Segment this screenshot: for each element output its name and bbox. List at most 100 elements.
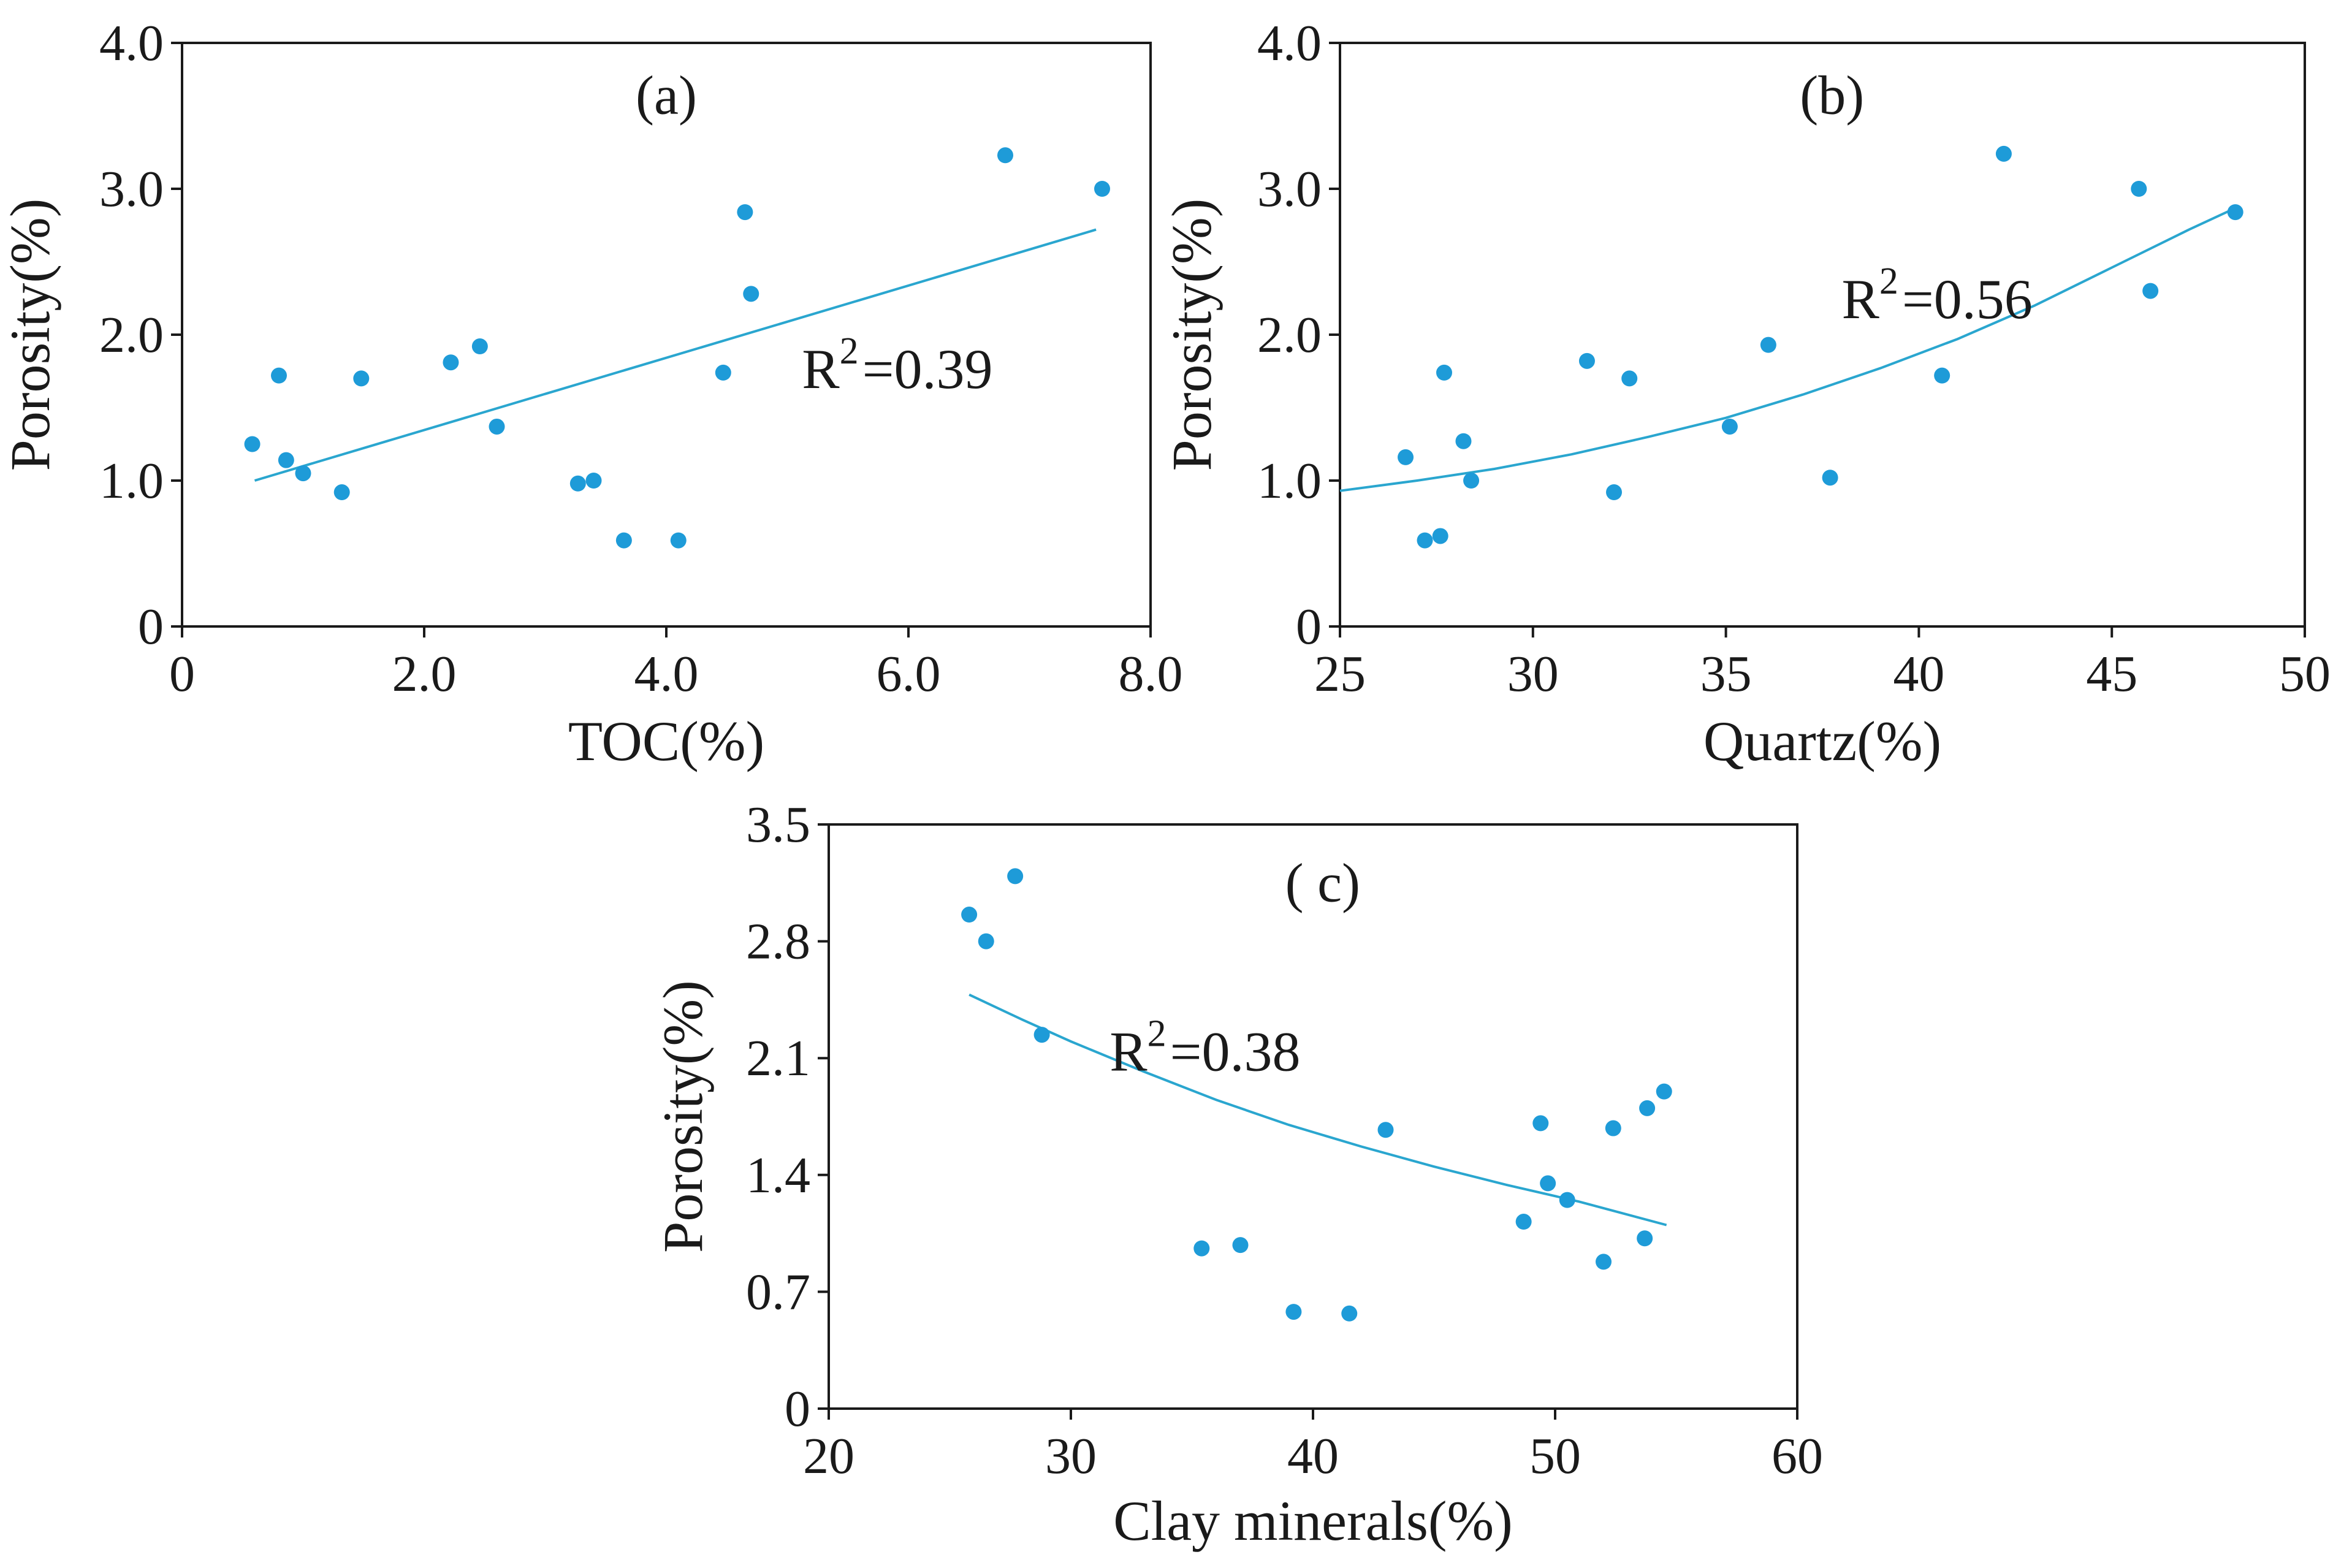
data-point — [1596, 1254, 1612, 1270]
data-point — [1432, 528, 1448, 544]
x-axis-title: Quartz(%) — [1703, 710, 1941, 772]
data-point — [1007, 868, 1024, 885]
y-tick-label: 4.0 — [99, 15, 164, 72]
data-point — [1605, 1120, 1621, 1136]
panel-label: (b) — [1800, 66, 1864, 126]
y-axis-title: Porosity(%) — [1160, 199, 1223, 471]
trend-line — [1339, 205, 2240, 492]
panel-label: ( c) — [1285, 853, 1360, 913]
trend-line — [254, 228, 1097, 482]
y-tick-label: 3.0 — [1257, 161, 1322, 218]
data-point — [2227, 204, 2244, 221]
r-symbol: R — [1841, 268, 1879, 330]
data-point — [1606, 484, 1623, 501]
y-tick-label: 1.4 — [746, 1147, 810, 1204]
data-point — [1559, 1192, 1575, 1208]
data-point — [1760, 337, 1776, 353]
data-point — [1341, 1305, 1358, 1322]
y-tick-label: 2.0 — [99, 306, 164, 363]
data-point — [978, 933, 994, 950]
x-tick-label: 2.0 — [392, 645, 457, 702]
data-point — [670, 532, 687, 549]
r-squared-label: R2=0.56 — [1841, 261, 2032, 330]
data-point — [244, 436, 261, 452]
data-point — [2142, 283, 2159, 299]
x-tick-label: 20 — [803, 1428, 854, 1485]
x-tick-label: 6.0 — [877, 645, 941, 702]
x-tick-label: 50 — [1529, 1428, 1581, 1485]
r-superscript: 2 — [1147, 1013, 1166, 1055]
data-point — [1417, 532, 1433, 549]
data-point — [1285, 1304, 1302, 1320]
x-tick-label: 30 — [1045, 1428, 1097, 1485]
x-tick-label: 35 — [1700, 645, 1752, 702]
data-point — [1721, 418, 1738, 435]
x-tick-label: 0 — [169, 645, 195, 702]
data-point — [743, 286, 759, 302]
r-value: =0.39 — [862, 338, 993, 400]
data-point — [1637, 1230, 1653, 1247]
data-point — [961, 907, 978, 923]
panel-a: 0 2.0 4.0 6.0 8.0 0 1.0 2.0 3.0 4.0 TOC(%) Porosity… — [0, 15, 1183, 772]
data-point — [1656, 1083, 1672, 1100]
data-point — [615, 532, 632, 549]
data-point — [1578, 352, 1595, 369]
data-point — [585, 473, 602, 489]
r-squared-label: R2=0.38 — [1109, 1013, 1300, 1083]
data-point — [997, 147, 1013, 164]
x-tick-label: 8.0 — [1119, 645, 1183, 702]
y-tick-label: 0.7 — [746, 1263, 810, 1320]
x-tick-label: 30 — [1507, 645, 1559, 702]
plot-frame — [181, 42, 1152, 628]
r-value: =0.38 — [1170, 1021, 1301, 1083]
y-tick-label: 0 — [785, 1380, 810, 1437]
data-point — [353, 370, 370, 387]
data-point — [1934, 367, 1950, 384]
data-point — [1193, 1240, 1210, 1257]
r-value: =0.56 — [1902, 268, 2033, 330]
y-tick-label: 2.0 — [1257, 306, 1322, 363]
x-tick-label: 60 — [1772, 1428, 1823, 1485]
x-tick-label: 40 — [1287, 1428, 1339, 1485]
plot-frame — [1339, 42, 2306, 628]
data-point — [1515, 1214, 1532, 1230]
data-point — [489, 418, 505, 435]
data-point — [1377, 1122, 1394, 1138]
data-point — [1621, 370, 1638, 387]
data-point — [443, 354, 459, 371]
x-tick-label: 25 — [1314, 645, 1366, 702]
r-squared-label: R2=0.39 — [802, 330, 992, 400]
y-axis-title: Porosity(%) — [652, 980, 714, 1253]
x-tick-label: 4.0 — [634, 645, 699, 702]
data-point — [1540, 1175, 1556, 1192]
data-point — [1033, 1027, 1050, 1043]
r-superscript: 2 — [840, 330, 859, 372]
y-tick-label: 0 — [138, 598, 164, 655]
data-point — [737, 204, 753, 221]
data-point — [278, 452, 294, 468]
data-point — [1463, 473, 1480, 489]
panel-b: 25 30 35 40 45 50 0 1.0 2.0 3.0 4.0 Quartz(%) Porosi… — [1160, 15, 2331, 772]
trend-line — [969, 993, 1667, 1227]
y-axis-title: Porosity(%) — [0, 199, 61, 471]
data-point — [1398, 449, 1414, 465]
data-point — [715, 364, 731, 381]
panel-label: (a) — [636, 66, 697, 126]
x-axis-title: TOC(%) — [568, 710, 764, 772]
data-point — [1532, 1115, 1549, 1132]
y-tick-label: 2.1 — [746, 1030, 810, 1087]
data-point — [1094, 181, 1110, 197]
y-tick-label: 2.8 — [746, 913, 810, 970]
x-axis-title: Clay minerals(%) — [1113, 1490, 1512, 1552]
data-point — [471, 338, 488, 355]
data-point — [333, 484, 350, 501]
y-tick-label: 3.5 — [746, 796, 810, 853]
panel-c: 20 30 40 50 60 0 0.7 1.4 2.1 2.8 3.5 Clay minerals(… — [652, 796, 1823, 1552]
data-point — [1639, 1100, 1656, 1116]
y-tick-label: 1.0 — [1257, 452, 1322, 509]
data-point — [1455, 433, 1472, 449]
data-point — [271, 367, 287, 384]
y-tick-label: 3.0 — [99, 161, 164, 218]
data-point — [1232, 1237, 1249, 1254]
